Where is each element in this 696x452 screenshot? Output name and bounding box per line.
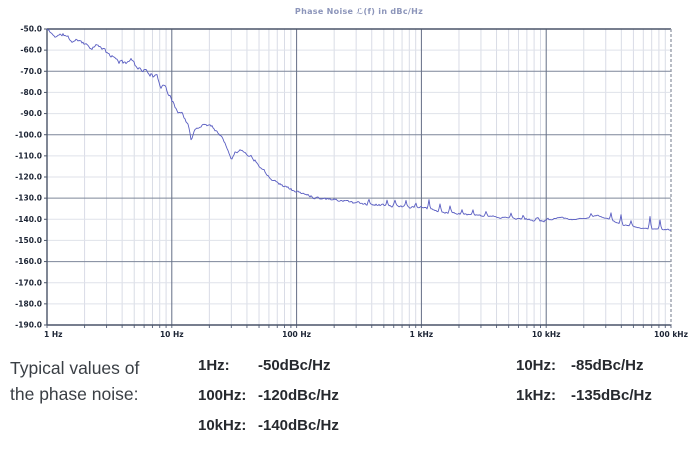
svg-text:-170.0: -170.0	[15, 278, 42, 287]
svg-text:10 Hz: 10 Hz	[160, 330, 184, 339]
typical-value-label: 1Hz:	[198, 357, 230, 374]
svg-text:-140.0: -140.0	[15, 215, 42, 224]
typical-value-amount: -120dBc/Hz	[258, 387, 339, 404]
typical-value-row: 10Hz: -85dBc/Hz	[504, 357, 652, 387]
svg-text:-50.0: -50.0	[20, 25, 42, 34]
svg-text:-80.0: -80.0	[20, 88, 42, 97]
typical-value-label: 10kHz:	[198, 417, 247, 434]
svg-text:-120.0: -120.0	[15, 173, 42, 182]
typical-value-row: 10kHz: -140dBc/Hz	[198, 417, 339, 447]
svg-text:100 Hz: 100 Hz	[282, 330, 311, 339]
svg-text:-90.0: -90.0	[20, 109, 42, 118]
svg-text:100 kHz: 100 kHz	[654, 330, 688, 339]
phase-noise-plot: -50.0 -60.0 -70.0 -80.0 -90.0 -100.0 -110.0 -12…	[15, 25, 688, 339]
typical-value-label: 100Hz:	[198, 387, 247, 404]
typical-value-row: 1kHz: -135dBc/Hz	[504, 387, 652, 417]
svg-text:-160.0: -160.0	[15, 257, 42, 266]
typical-value-amount: -140dBc/Hz	[258, 417, 339, 434]
svg-text:-70.0: -70.0	[20, 67, 42, 76]
svg-text:1 kHz: 1 kHz	[410, 330, 433, 339]
typical-values-heading-line2: the phase noise:	[10, 384, 139, 404]
typical-value-amount: -50dBc/Hz	[258, 357, 331, 374]
typical-value-row: 1Hz: -50dBc/Hz	[198, 357, 339, 387]
svg-text:-180.0: -180.0	[15, 299, 42, 308]
typical-value-label: 10Hz:	[515, 357, 556, 374]
typical-values-heading-line1: Typical values of	[10, 358, 140, 378]
typical-values-heading: Typical values of the phase noise:	[10, 355, 139, 407]
svg-text:-100.0: -100.0	[15, 130, 42, 139]
typical-value-amount: -85dBc/Hz	[571, 357, 644, 374]
typical-value-label: 1kHz:	[515, 387, 556, 404]
svg-text:-130.0: -130.0	[15, 194, 42, 203]
typical-values-column-2: 10Hz: -85dBc/Hz 1kHz: -135dBc/Hz	[504, 357, 652, 417]
svg-text:-110.0: -110.0	[15, 151, 42, 160]
svg-text:-150.0: -150.0	[15, 236, 42, 245]
svg-text:10 kHz: 10 kHz	[532, 330, 561, 339]
typical-value-amount: -135dBc/Hz	[571, 387, 652, 404]
typical-value-row: 100Hz: -120dBc/Hz	[198, 387, 339, 417]
typical-values-column-1: 1Hz: -50dBc/Hz 100Hz: -120dBc/Hz 10kHz: …	[198, 357, 339, 447]
svg-text:-60.0: -60.0	[20, 46, 42, 55]
svg-text:1 Hz: 1 Hz	[44, 330, 62, 339]
chart-title: Phase Noise ℒ(f) in dBc/Hz	[294, 7, 424, 16]
svg-text:-190.0: -190.0	[15, 321, 42, 330]
